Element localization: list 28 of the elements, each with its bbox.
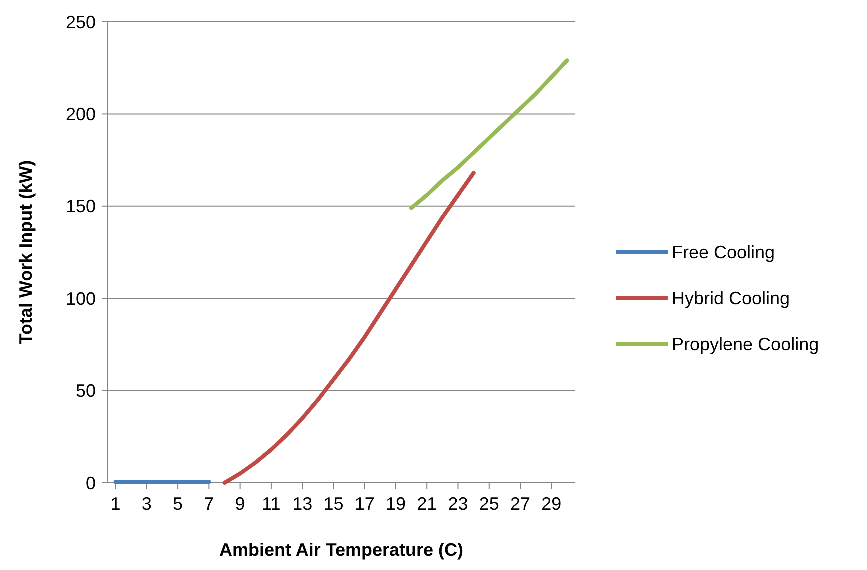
x-tick-label: 13	[292, 494, 313, 514]
x-tick-label: 19	[386, 494, 406, 514]
x-tick-label: 17	[354, 494, 375, 514]
y-tick-label: 250	[66, 12, 96, 32]
y-tick-label: 150	[66, 196, 96, 217]
y-tick-label: 50	[76, 381, 96, 402]
x-axis-title: Ambient Air Temperature (C)	[219, 540, 464, 560]
y-tick-label: 0	[86, 473, 96, 494]
x-tick-label: 3	[142, 494, 152, 514]
legend-label: Propylene Cooling	[672, 334, 820, 354]
x-tick-label: 25	[479, 494, 500, 514]
x-tick-label: 7	[204, 494, 214, 514]
x-tick-label: 11	[262, 494, 281, 514]
legend-label: Hybrid Cooling	[672, 288, 790, 308]
x-tick-label: 27	[510, 494, 531, 514]
x-tick-label: 5	[173, 494, 184, 514]
y-axis-title: Total Work Input (kW)	[16, 160, 36, 345]
x-tick-label: 21	[417, 494, 438, 514]
line-series	[222, 171, 476, 485]
legend-label: Free Cooling	[672, 242, 776, 262]
x-tick-label: 1	[110, 494, 121, 514]
x-tick-label: 9	[235, 494, 246, 514]
y-tick-label: 200	[66, 104, 96, 124]
line-series	[410, 58, 570, 210]
x-tick-label: 15	[324, 494, 344, 514]
x-tick-label: 29	[542, 494, 562, 514]
x-tick-label: 23	[448, 494, 468, 514]
y-tick-label: 100	[66, 288, 96, 309]
